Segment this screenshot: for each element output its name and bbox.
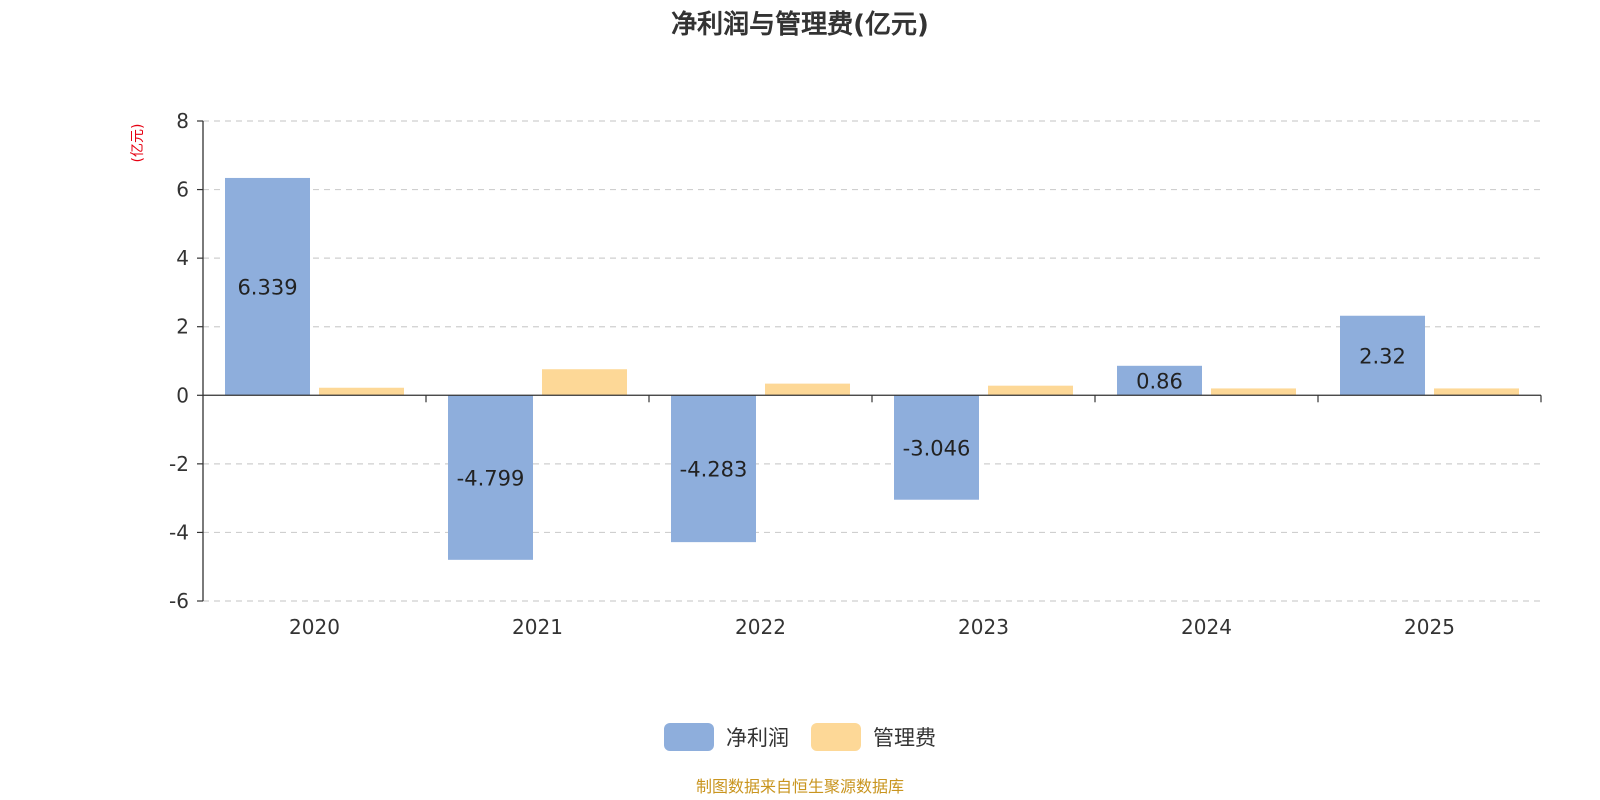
y-tick-label: 6 [176, 178, 189, 202]
data-labels: 6.339 -4.799 -4.283 -3.046 0.86 2.32 [237, 276, 1405, 491]
gridlines [203, 120, 1541, 602]
legend-label: 净利润 [726, 726, 789, 750]
legend[interactable]: 净利润 管理费 [664, 723, 936, 751]
legend-label: 管理费 [873, 726, 936, 750]
x-tick-label: 2025 [1404, 615, 1455, 639]
bar-admin-expense [319, 387, 404, 396]
bar-net-profit [448, 395, 533, 560]
x-tick-label: 2023 [958, 615, 1009, 639]
bar-net-profit [671, 395, 756, 543]
data-label: 0.86 [1136, 370, 1183, 394]
data-label: -4.799 [457, 467, 525, 491]
y-tick-label: -6 [169, 589, 189, 613]
y-tick-label: -4 [169, 520, 189, 544]
bar-net-profit [894, 395, 979, 500]
legend-item[interactable]: 管理费 [811, 723, 936, 751]
y-tick-label: 8 [176, 109, 189, 133]
legend-swatch [811, 723, 861, 751]
bar-admin-expense [542, 369, 627, 396]
bar-admin-expense [765, 383, 850, 396]
data-label: 2.32 [1359, 345, 1406, 369]
x-tick-label: 2020 [289, 615, 340, 639]
bar-admin-expense [1211, 388, 1296, 396]
y-tick-label: 4 [176, 246, 189, 270]
y-tick-label: 2 [176, 315, 189, 339]
bar-admin-expense [1434, 388, 1519, 396]
bar-net-profit [225, 177, 310, 396]
axes: 8 6 4 2 0 -2 -4 -6 2020 2021 2022 2023 2024 2025 [169, 109, 1542, 639]
bar-admin-expense [988, 385, 1073, 396]
y-tick-label: 0 [176, 383, 189, 407]
source-footnote: 制图数据来自恒生聚源数据库 [696, 777, 904, 796]
y-axis-unit-label: (亿元) [130, 124, 146, 163]
y-tick-label: -2 [169, 452, 189, 476]
x-tick-label: 2024 [1181, 615, 1232, 639]
data-label: -3.046 [903, 437, 971, 461]
bar-net-profit [1340, 315, 1425, 396]
chart-title: 净利润与管理费(亿元) [671, 9, 929, 40]
x-tick-label: 2022 [735, 615, 786, 639]
data-label: -4.283 [680, 458, 748, 482]
bar-net-profit [1117, 365, 1202, 396]
x-tick-label: 2021 [512, 615, 563, 639]
bars [225, 177, 1519, 560]
data-label: 6.339 [237, 276, 297, 300]
legend-swatch [664, 723, 714, 751]
legend-item[interactable]: 净利润 [664, 723, 789, 751]
